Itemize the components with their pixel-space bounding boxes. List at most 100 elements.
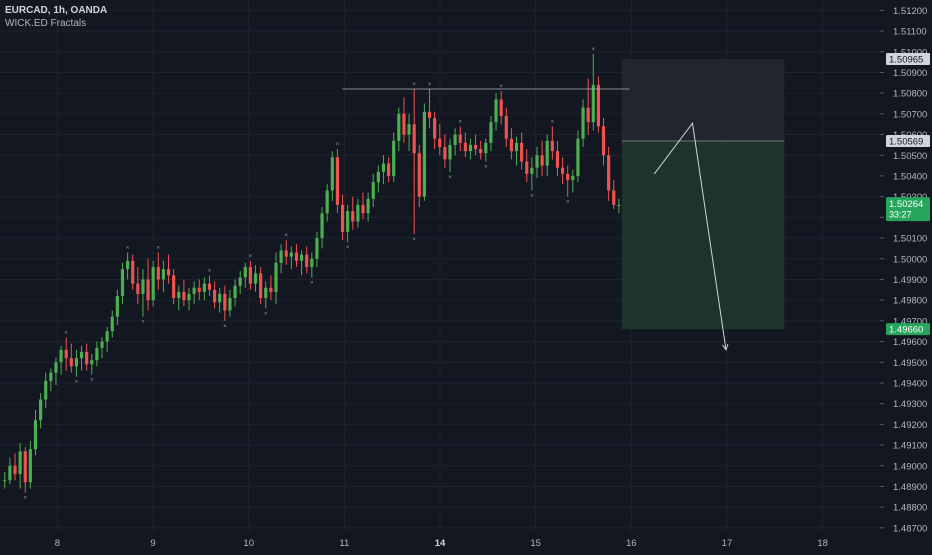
candle (617, 204, 621, 206)
candle (550, 140, 554, 152)
candle (591, 84, 595, 123)
candle (525, 161, 529, 174)
candle (535, 155, 539, 168)
indicator-name[interactable]: WICK.ED Fractals (5, 18, 87, 29)
y-tick-label: 1.49300 (893, 399, 927, 410)
candle (85, 351, 89, 365)
y-tick-label: 1.49900 (893, 275, 927, 286)
fractal-up: × (249, 254, 253, 260)
candle (156, 267, 160, 280)
candle (151, 267, 155, 301)
take-profit-zone (621, 140, 785, 330)
fractal-down: × (346, 245, 350, 251)
candle (120, 269, 125, 297)
fractal-down: × (223, 324, 227, 330)
fractal-up: × (284, 233, 288, 239)
y-tick-label: 1.50700 (893, 109, 927, 120)
symbol-title[interactable]: EURCAD, 1h, OANDA (5, 5, 108, 16)
candle (463, 142, 467, 152)
candle (28, 449, 32, 483)
time-axis[interactable]: 8 9 10 11 14 15 16 17 18 (0, 532, 932, 550)
candle (351, 211, 355, 222)
candle (601, 126, 606, 156)
stop-price-label: 1.50965 (889, 54, 923, 65)
candle (540, 155, 544, 166)
fractal-up: × (64, 330, 68, 336)
fractal-down: × (141, 320, 145, 326)
candle (253, 273, 258, 284)
candle (44, 380, 48, 400)
candle (289, 252, 293, 257)
candle (95, 347, 99, 361)
candle (443, 146, 447, 160)
candle (361, 204, 365, 214)
entry-price-label-bg (886, 134, 930, 147)
candle (479, 149, 483, 154)
candle (473, 144, 478, 150)
candle (504, 115, 508, 139)
candle (182, 291, 186, 301)
y-tick-label: 1.48800 (893, 503, 927, 514)
candle (243, 267, 247, 278)
candle (69, 358, 73, 367)
candle (248, 267, 253, 284)
candle (233, 285, 237, 299)
candle (560, 167, 565, 174)
x-tick-label: 18 (817, 538, 828, 549)
candle (64, 349, 68, 359)
y-tick-label: 1.50000 (893, 254, 927, 265)
candle (387, 163, 391, 176)
candle (3, 480, 7, 482)
candle (325, 190, 329, 214)
price-axis-bg (880, 0, 932, 550)
candle (397, 113, 401, 141)
candle (417, 153, 421, 197)
candle (581, 107, 585, 139)
candle (571, 175, 575, 181)
candle (279, 250, 283, 263)
candle (131, 260, 135, 284)
candle (607, 155, 611, 191)
candle (74, 358, 79, 367)
candle (315, 238, 319, 259)
y-tick-label: 1.49100 (893, 441, 927, 452)
fractal-up: × (428, 82, 432, 88)
y-tick-label: 1.49200 (893, 420, 927, 431)
candle (340, 204, 345, 232)
candle (514, 142, 519, 152)
stop-loss-zone (621, 58, 785, 141)
candle (300, 254, 304, 261)
projection-path (653, 121, 727, 350)
x-tick-label: 16 (626, 538, 637, 549)
price-axis[interactable]: 1.48700 1.48800 1.48900 1.49000 1.49100 1.492… (880, 0, 932, 550)
candle (555, 151, 560, 168)
candle (412, 124, 416, 154)
entry-price-label: 1.50569 (889, 136, 923, 147)
candle (192, 287, 196, 294)
x-tick-label: 11 (339, 538, 349, 549)
fractal-up: × (499, 84, 503, 90)
candle (484, 142, 488, 154)
candle (218, 293, 222, 303)
chart-legend: EURCAD, 1h, OANDA WICK.ED Fractals (5, 4, 107, 30)
fractal-up: × (592, 47, 596, 53)
candle (335, 157, 339, 205)
y-tick-label: 1.50400 (893, 171, 927, 182)
candle (530, 167, 534, 174)
countdown-label: 33:27 (889, 210, 912, 220)
y-tick-label: 1.48700 (893, 523, 927, 534)
y-tick-label: 1.50800 (893, 89, 927, 100)
target-price-label-bg (886, 323, 930, 336)
candle (596, 84, 600, 127)
candle (8, 465, 12, 481)
projection-arrowhead (722, 343, 729, 351)
candle (427, 111, 432, 118)
fractal-up: × (412, 82, 416, 88)
position-zones (621, 58, 785, 330)
x-tick-label: 14 (435, 538, 446, 549)
candle (274, 262, 278, 292)
fractal-up: × (458, 119, 462, 125)
candle (79, 351, 84, 359)
